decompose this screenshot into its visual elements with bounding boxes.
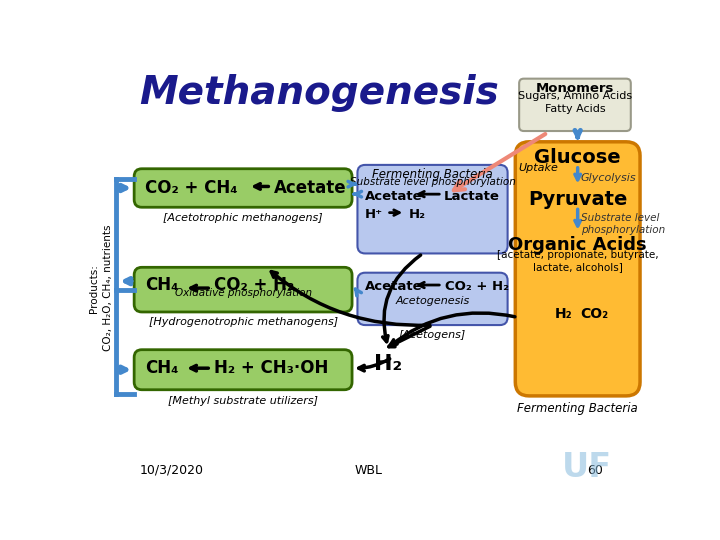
Text: H₂: H₂ <box>374 354 402 374</box>
Text: Organic Acids: Organic Acids <box>508 236 647 254</box>
Text: Glucose: Glucose <box>534 148 621 167</box>
Text: Pyruvate: Pyruvate <box>528 190 627 208</box>
Text: CH₄: CH₄ <box>145 359 179 377</box>
FancyBboxPatch shape <box>134 350 352 390</box>
Text: H₂: H₂ <box>408 208 426 221</box>
Text: 10/3/2020: 10/3/2020 <box>140 464 204 477</box>
Text: Acetogenesis: Acetogenesis <box>395 296 469 306</box>
Text: Oxidative phosphorylation: Oxidative phosphorylation <box>174 288 312 298</box>
Text: Lactate: Lactate <box>444 190 500 202</box>
FancyBboxPatch shape <box>516 142 640 396</box>
Text: Methanogenesis: Methanogenesis <box>139 74 499 112</box>
Text: CO₂: CO₂ <box>580 307 608 321</box>
Text: [Methyl substrate utilizers]: [Methyl substrate utilizers] <box>168 396 318 406</box>
FancyBboxPatch shape <box>357 165 508 253</box>
Text: CH₄: CH₄ <box>145 276 179 294</box>
Text: Glycolysis: Glycolysis <box>581 173 636 183</box>
Text: H⁺: H⁺ <box>365 208 383 221</box>
Text: CO₂ + CH₄: CO₂ + CH₄ <box>145 179 238 197</box>
Text: Substrate level
phosphorylation: Substrate level phosphorylation <box>581 213 665 235</box>
Text: Acetate: Acetate <box>274 179 347 197</box>
Text: Monomers: Monomers <box>536 82 614 94</box>
Text: Fermenting Bacteria: Fermenting Bacteria <box>517 402 638 415</box>
FancyBboxPatch shape <box>134 168 352 207</box>
Text: H₂ + CH₃·OH: H₂ + CH₃·OH <box>215 359 328 377</box>
FancyBboxPatch shape <box>357 273 508 325</box>
Text: UF: UF <box>562 451 611 484</box>
Text: [acetate, propionate, butyrate,
lactate, alcohols]: [acetate, propionate, butyrate, lactate,… <box>497 249 659 272</box>
Text: Fermenting Bacteria: Fermenting Bacteria <box>372 168 493 181</box>
Text: CO₂ + H₂: CO₂ + H₂ <box>445 280 509 293</box>
Text: [Hydrogenotrophic methanogens]: [Hydrogenotrophic methanogens] <box>148 318 338 327</box>
Text: Uptake: Uptake <box>518 164 558 173</box>
Text: CO₂ + H₂: CO₂ + H₂ <box>215 276 294 294</box>
Text: [Acetotrophic methanogens]: [Acetotrophic methanogens] <box>163 213 323 222</box>
FancyBboxPatch shape <box>519 79 631 131</box>
Text: WBL: WBL <box>355 464 383 477</box>
Text: H₂: H₂ <box>555 307 572 321</box>
Text: Substrate level phosphorylation: Substrate level phosphorylation <box>350 177 516 187</box>
Text: Products:
CO₂, H₂O, CH₄, nutrients: Products: CO₂, H₂O, CH₄, nutrients <box>89 225 112 352</box>
FancyBboxPatch shape <box>134 267 352 312</box>
Text: Acetate: Acetate <box>365 280 423 293</box>
Text: Acetate: Acetate <box>365 190 423 202</box>
Text: Sugars, Amino Acids
Fatty Acids: Sugars, Amino Acids Fatty Acids <box>518 91 632 114</box>
Text: 60: 60 <box>587 464 603 477</box>
Text: [Acetogens]: [Acetogens] <box>399 330 466 340</box>
